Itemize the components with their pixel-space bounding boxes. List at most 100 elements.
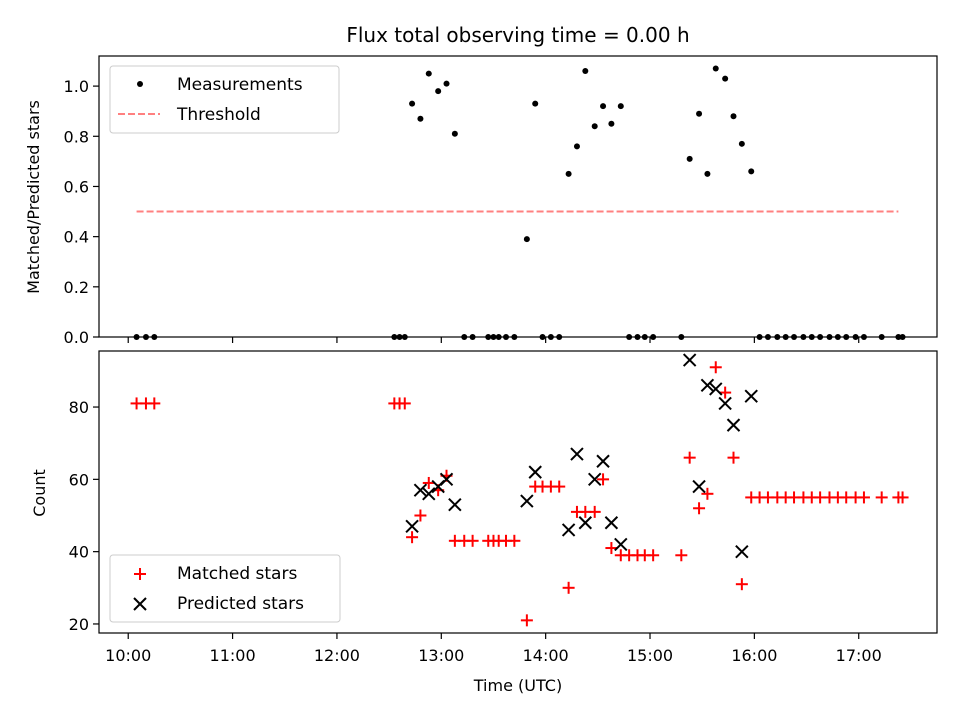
- measurement-point: [704, 170, 711, 177]
- bottom-series: [130, 353, 909, 627]
- matched-star-point: [896, 491, 909, 504]
- top-y-tick-label: 0.2: [64, 278, 89, 297]
- top-y-ticks: 0.0 0.2 0.4 0.6 0.8 1.0: [64, 77, 99, 347]
- measurement-point: [582, 68, 589, 75]
- x-diag-2: [448, 497, 462, 512]
- bottom-y-tick-label: 20: [69, 615, 89, 634]
- x-tick-label: 13:00: [418, 646, 464, 665]
- bottom-y-axis-label: Count: [30, 469, 49, 517]
- matched-star-point: [701, 487, 714, 500]
- legend-measurements-label: Measurements: [177, 75, 303, 95]
- legend-measurements-marker: [137, 81, 143, 87]
- x-diag-2: [596, 454, 610, 468]
- measurement-point: [451, 130, 458, 137]
- legend-predicted-label: Predicted stars: [177, 594, 304, 614]
- predicted-star-point: [718, 396, 732, 411]
- x-axis-label: Time (UTC): [473, 676, 562, 695]
- bottom-legend-box: [109, 554, 341, 623]
- bottom-y-tick-label: 60: [69, 470, 89, 489]
- predicted-star-point: [528, 465, 542, 479]
- measurement-point: [425, 70, 432, 77]
- bottom-plot-frame: [98, 350, 938, 634]
- x-diag-2: [413, 483, 428, 497]
- matched-star-point: [398, 397, 411, 410]
- x-diag-2: [735, 544, 749, 559]
- matched-star-point: [875, 491, 888, 504]
- x-tick-label: 10:00: [105, 646, 151, 665]
- top-y-tick-label: 0.6: [64, 177, 89, 196]
- predicted-star-point: [413, 483, 428, 497]
- measurement-point: [617, 103, 624, 110]
- x-diag-2: [422, 487, 436, 501]
- x-diag-2: [561, 523, 576, 537]
- x-diag-2: [439, 472, 454, 487]
- measurement-point: [523, 236, 530, 243]
- measurement-point: [686, 155, 693, 162]
- measurement-point: [565, 170, 572, 177]
- bottom-y-ticks: 20 40 60 80: [69, 398, 99, 634]
- measurement-point: [722, 75, 729, 82]
- predicted-star-point: [692, 479, 706, 494]
- measurement-point: [600, 103, 607, 110]
- measurement-point: [573, 143, 580, 150]
- measurement-point: [409, 100, 416, 107]
- predicted-star-point: [744, 389, 758, 403]
- top-legend: Measurements Threshold: [109, 65, 340, 134]
- predicted-star-point: [604, 516, 619, 530]
- measurement-point: [748, 168, 755, 175]
- matched-star-point: [605, 542, 618, 555]
- matched-star-point: [735, 578, 748, 591]
- legend-predicted-marker: [133, 597, 147, 611]
- matched-star-point: [727, 451, 740, 464]
- x-diag-2: [570, 447, 584, 461]
- top-y-tick-label: 0.8: [64, 127, 89, 146]
- matched-star-point: [683, 451, 696, 464]
- legend-threshold-label: Threshold: [176, 105, 261, 125]
- x-diag-2: [528, 465, 542, 479]
- matched-star-point: [857, 491, 870, 504]
- x-diag-2: [587, 472, 602, 487]
- measurement-point: [738, 140, 745, 147]
- x-diag-2: [692, 479, 706, 494]
- matched-star-point: [709, 361, 722, 374]
- matched-star-point: [406, 531, 419, 544]
- bottom-legend: Matched stars Predicted stars: [109, 554, 341, 623]
- matched-star-point: [562, 581, 575, 594]
- top-series: [133, 65, 906, 340]
- predicted-star-point: [587, 472, 602, 487]
- measurement-point: [730, 113, 737, 120]
- matched-star-point: [466, 534, 479, 547]
- measurement-point: [443, 80, 450, 87]
- legend-matched-marker: [134, 568, 146, 580]
- matched-star-point: [508, 534, 521, 547]
- x-tick-label: 15:00: [627, 646, 673, 665]
- x-tick-label: 11:00: [210, 646, 256, 665]
- top-legend-box: [109, 65, 340, 134]
- x-diag-2: [604, 516, 619, 530]
- x-diag-2: [718, 396, 732, 411]
- predicted-star-point: [726, 418, 741, 432]
- predicted-star-point: [405, 519, 419, 534]
- x-diag-2: [578, 516, 593, 530]
- matched-star-point: [588, 505, 601, 518]
- matched-star-point: [414, 509, 427, 522]
- top-y-tick-label: 0.4: [64, 228, 89, 247]
- bottom-y-tick-label: 40: [69, 543, 89, 562]
- predicted-star-point: [700, 378, 715, 393]
- top-plot-frame: [98, 55, 938, 338]
- measurement-point: [532, 100, 539, 107]
- bottom-x-ticks: 10:00 11:00 12:00 13:00 14:00 15:00 16:00 17:00: [105, 633, 882, 665]
- x-diag-2: [744, 389, 758, 403]
- predicted-star-point: [682, 353, 697, 367]
- x-tick-label: 17:00: [836, 646, 882, 665]
- top-y-tick-label: 0.0: [64, 328, 89, 347]
- matched-star-point: [553, 480, 566, 493]
- predicted-star-point: [561, 523, 576, 537]
- predicted-star-point: [448, 497, 462, 512]
- matched-star-point: [520, 614, 533, 627]
- measurement-point: [696, 110, 703, 117]
- measurement-point: [608, 120, 615, 127]
- measurement-point: [712, 65, 719, 72]
